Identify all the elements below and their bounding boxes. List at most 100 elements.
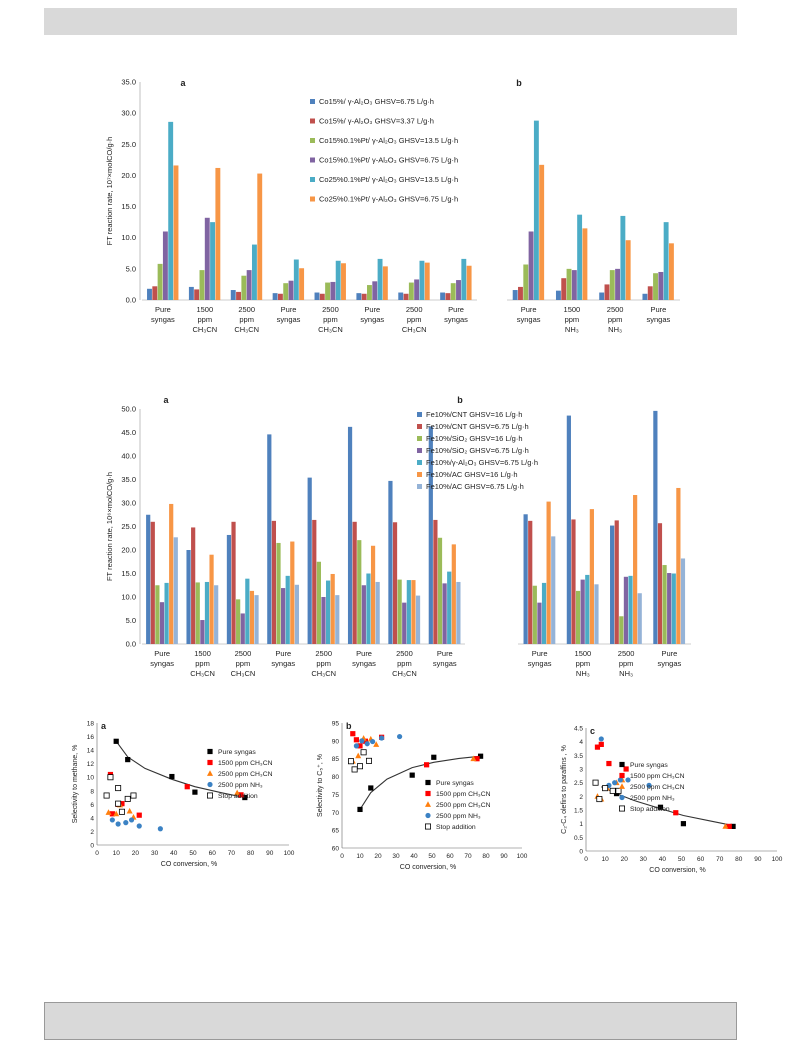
fig2-bar (551, 536, 556, 644)
fig3a-data-point (125, 757, 131, 763)
fig3c-x-tick-label: 40 (659, 856, 667, 863)
fig1-bar (288, 280, 294, 300)
fig2-category-label: syngas (433, 659, 457, 668)
fig1-bar (642, 293, 648, 300)
fig3c-legend-marker (619, 761, 625, 768)
fig3b-legend-label: Stop addition (436, 824, 476, 831)
fig2-y-tick-label: 30.0 (121, 499, 136, 508)
fig3a-y-tick-label: 12 (87, 761, 95, 768)
fig2-bar (271, 520, 277, 644)
fig3a-data-point (136, 823, 142, 829)
fig3c-x-tick-label: 0 (584, 856, 588, 863)
fig1-legend-label: Co15%/ γ-Al₂O₃ GHSV=3.37 L/g·h (319, 117, 434, 126)
fig1-bar (533, 120, 539, 300)
fig3a-y-tick-label: 8 (90, 788, 94, 795)
fig1-y-axis-label: FT reaction rate, 10⁷×molCO/g·h (105, 137, 114, 246)
fig3b-legend-label: 2500 ppm NH₃ (436, 813, 481, 820)
fig3a-y-tick-label: 14 (87, 748, 95, 755)
fig1-category-label: ppm (323, 315, 338, 324)
fig2-bar (653, 410, 658, 644)
fig2-bar (623, 576, 629, 644)
fig2-legend-label: Fe10%/AC GHSV=16 L/g·h (426, 470, 518, 479)
fig2-bar (532, 585, 537, 644)
fig3a-x-tick-label: 60 (209, 850, 217, 857)
fig2-category-label: CH₃CN (392, 669, 417, 678)
fig3c-data-point (606, 760, 612, 767)
fig3b-legend-label: 2500 ppm CH₃CN (436, 802, 491, 809)
fig1-bar (372, 281, 378, 300)
footer-band (44, 1002, 737, 1040)
fig2-category-label: CH₃CN (311, 669, 336, 678)
fig2-category-label: CH₃CN (231, 669, 256, 678)
fig3c-y-tick-label: 1.5 (574, 808, 583, 815)
fig1-bar (419, 260, 425, 300)
fig3b-data-point (347, 758, 354, 765)
fig3b-data-point (424, 762, 430, 768)
fig2-category-label: Pure (437, 649, 453, 658)
fig3b-x-tick-label: 90 (500, 853, 508, 860)
fig3a-data-point (242, 794, 248, 801)
fig1-bar (236, 291, 241, 300)
fig3b-data-point (356, 763, 363, 770)
fig2-category-label: 2500 (235, 649, 252, 658)
fig3b-data-point (365, 757, 372, 764)
fig2-panel-label: b (457, 395, 463, 405)
fig3a-data-point (123, 820, 129, 826)
fig1-bar (424, 262, 430, 300)
fig1-bar (445, 293, 451, 300)
fig1-category-label: Pure (448, 305, 464, 314)
fig3c-y-tick-label: 3 (579, 767, 583, 774)
fig3a-data-point (115, 785, 122, 792)
fig3c-x-tick-label: 90 (754, 856, 762, 863)
fig2-bar (231, 521, 236, 644)
fig3c-legend-label: Pure syngas (630, 762, 668, 769)
fig1-bar (620, 215, 626, 300)
fig3c-panel-label: c (590, 726, 595, 736)
fig1-category-label: syngas (277, 315, 301, 324)
fig3c-legend-label: 2500 ppm NH₃ (630, 795, 675, 802)
fig3c-data-point (623, 766, 629, 772)
fig2-bar (637, 593, 642, 644)
fig3c-y-tick-label: 3.5 (574, 753, 583, 760)
fig1-category-label: ppm (239, 315, 254, 324)
fig2-bar (662, 565, 667, 644)
fig2-bar (226, 534, 232, 644)
fig3b-y-tick-label: 80 (332, 774, 340, 781)
fig3c-legend-marker (619, 805, 626, 812)
fig2-category-label: 1500 (194, 649, 211, 658)
fig1-bar (609, 270, 615, 300)
fig3b-x-tick-label: 30 (392, 853, 400, 860)
fig3b-panel-label: b (346, 721, 352, 731)
fig3c-x-tick-label: 30 (640, 856, 648, 863)
fig3a-data-point (130, 792, 137, 799)
fig1-legend-swatch (310, 118, 315, 124)
fig3a-x-tick-label: 30 (151, 850, 159, 857)
fig3c-data-point (598, 736, 604, 742)
fig2-legend-label: Fe10%/γ-Al₂O₃ GHSV=6.75 L/g·h (426, 458, 538, 467)
fig2-panel-label: a (163, 395, 169, 405)
fig2-category-label: ppm (316, 659, 331, 668)
fig1-bar (461, 258, 467, 300)
fig3a-y-tick-label: 0 (90, 843, 94, 850)
fig3a-data-point (118, 808, 125, 815)
fig3b-legend-marker (424, 823, 431, 830)
fig1-bar (367, 285, 372, 300)
fig3b-data-point (355, 752, 362, 759)
fig1-bar (168, 121, 174, 300)
fig2-bar (249, 590, 255, 644)
fig3c-data-point (657, 804, 664, 810)
fig1-bar (555, 290, 561, 300)
fig3a-data-point (109, 811, 115, 817)
fig1-bar (356, 293, 362, 300)
fig2-bar (267, 434, 272, 644)
fig1-bar (299, 268, 305, 300)
fig3a-data-point (115, 800, 122, 807)
fig2-bar (442, 583, 447, 644)
fig3a-data-point (113, 810, 120, 817)
fig3c-y-tick-label: 2.5 (574, 780, 583, 787)
fig3c-x-tick-label: 60 (697, 856, 705, 863)
fig1-legend-label: Co15%0.1%Pt/ γ-Al₂O₃ GHSV=13.5 L/g·h (319, 136, 458, 145)
fig3b-x-tick-label: 70 (464, 853, 472, 860)
fig2-bar (523, 514, 528, 644)
fig3c-y-tick-label: 4.5 (574, 726, 583, 733)
